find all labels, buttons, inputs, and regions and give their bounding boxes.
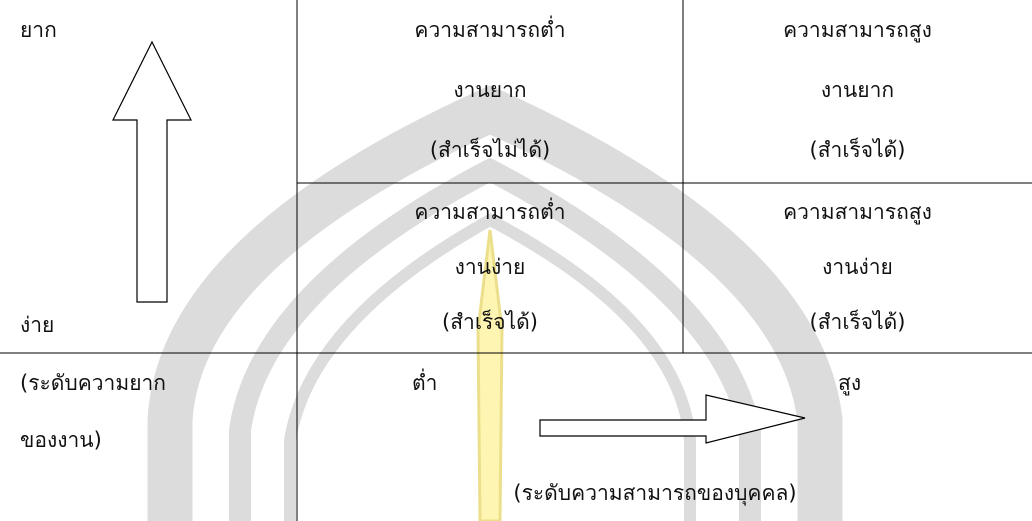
- cell-line: งานง่าย: [822, 255, 893, 279]
- cell-line: ความสามารถสูง: [783, 200, 932, 224]
- low-label: ต่ำ: [412, 371, 438, 395]
- right-arrow: [539, 394, 806, 444]
- y-axis-label: ของงาน): [20, 428, 102, 452]
- cell-line: งานง่าย: [454, 255, 526, 279]
- level-label: ง่าย: [20, 313, 55, 337]
- x-axis-label: (ระดับความสามารถของบุคคล): [513, 481, 797, 505]
- cell-line: ความสามารถต่ำ: [414, 18, 566, 42]
- level-label: ยาก: [20, 18, 57, 42]
- cell-line: ความสามารถสูง: [783, 18, 932, 42]
- cell-line: ความสามารถต่ำ: [414, 200, 566, 224]
- high-label: สูง: [838, 371, 862, 395]
- cell-line: (สำเร็จได้): [809, 138, 906, 162]
- cell-line: (สำเร็จไม่ได้): [429, 138, 551, 162]
- y-axis-label: (ระดับความยาก: [20, 371, 167, 395]
- up-arrow: [112, 40, 192, 303]
- cell-line: งานยาก: [453, 78, 527, 102]
- cell-line: (สำเร็จได้): [442, 310, 538, 334]
- cell-line: งานยาก: [820, 78, 895, 102]
- cell-line: (สำเร็จได้): [809, 310, 906, 334]
- watermark: [147, 85, 843, 521]
